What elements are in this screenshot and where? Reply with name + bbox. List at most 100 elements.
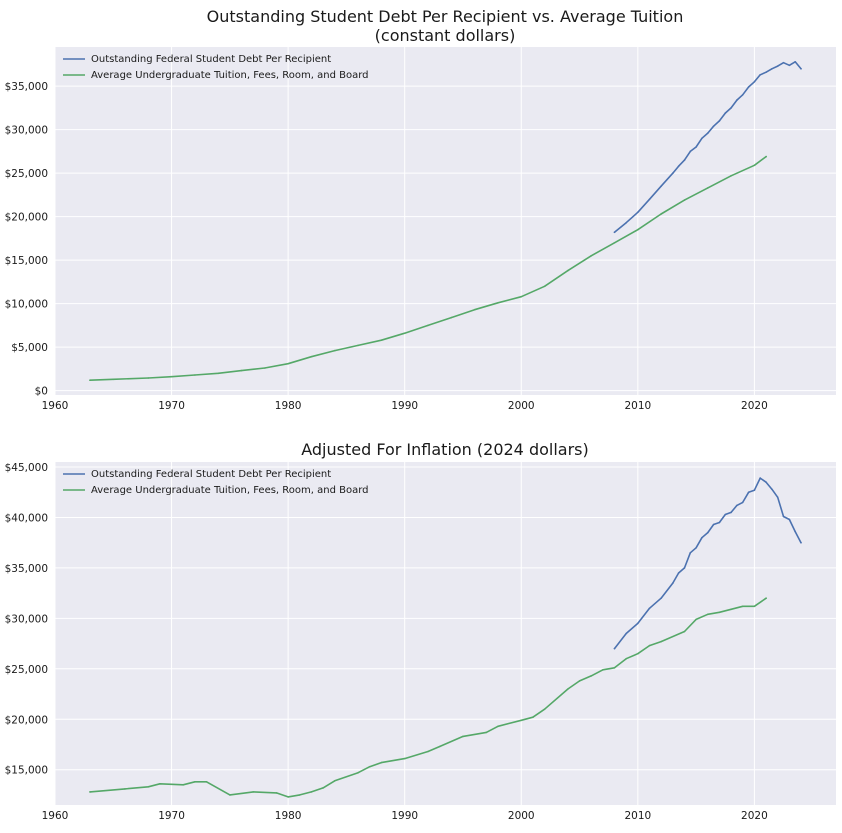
chart1-series-2-point-16 xyxy=(473,308,476,311)
chart2-series-2-point-40 xyxy=(730,608,732,611)
chart1-series-2-point-25 xyxy=(683,199,686,201)
chart1-series-2-point-7 xyxy=(264,367,266,369)
chart1-series-1-point-21 xyxy=(765,71,767,73)
chart1-series-2-point-14 xyxy=(427,324,429,327)
chart1-series-1-point-3 xyxy=(648,198,651,201)
chart2-series-2-point-36 xyxy=(683,630,686,633)
chart1-series-1-point-24 xyxy=(782,61,785,64)
chart2-series-1-point-26 xyxy=(794,530,796,533)
chart1-series-1-point-14 xyxy=(724,112,727,114)
chart1-series-2-point-19 xyxy=(543,285,546,288)
chart2-series-2-point-12 xyxy=(310,791,313,793)
chart2-series-2-point-22 xyxy=(485,731,488,734)
chart2-series-2-point-3 xyxy=(159,783,161,785)
chart1-series-1-point-0 xyxy=(613,231,616,234)
chart1-series-1-point-6 xyxy=(677,165,680,167)
chart2-series-2-point-30 xyxy=(602,669,604,671)
chart2-series-2-point-19 xyxy=(427,750,429,753)
chart1-series-2-point-12 xyxy=(380,339,383,342)
chart1-series-1-point-25 xyxy=(788,64,791,67)
chart2-y-tick-label-3: $30,000 xyxy=(5,613,48,625)
chart1-series-2-point-3 xyxy=(170,375,173,378)
chart2-series-1-point-22 xyxy=(771,488,773,490)
chart2-series-2-point-1 xyxy=(124,788,126,790)
chart1-series-1-point-8 xyxy=(689,150,692,153)
chart1-legend-label-1: Outstanding Federal Student Debt Per Rec… xyxy=(91,54,331,65)
chart2-series-2-point-11 xyxy=(299,794,301,796)
chart1-series-1-point-11 xyxy=(707,132,709,134)
chart2-series-2-point-31 xyxy=(613,667,616,669)
chart1-series-2-point-1 xyxy=(112,378,115,381)
chart2-series-1-point-0 xyxy=(613,647,616,650)
chart1-y-tick-label-1: $5,000 xyxy=(11,342,48,354)
chart2-series-2-point-8 xyxy=(252,791,254,793)
chart1-series-2-point-11 xyxy=(357,344,359,347)
chart2-series-2-point-24 xyxy=(520,719,523,722)
chart2-x-tick-label-0: 1960 xyxy=(42,810,69,822)
chart1-title: Outstanding Student Debt Per Recipient v… xyxy=(207,7,684,26)
chart2-series-2-point-27 xyxy=(567,688,569,690)
chart2-series-1-point-13 xyxy=(718,521,721,524)
chart1-series-1-point-10 xyxy=(701,137,703,140)
chart1-x-tick-label-2: 1980 xyxy=(275,400,302,410)
chart-bottom-svg: 1960 1970 1980 1990 2000 2010 2020 $15,000 $20,0… xyxy=(5,440,836,822)
chart2-series-2-point-26 xyxy=(543,708,546,710)
chart1-series-1-point-5 xyxy=(672,172,674,174)
chart2-series-1-point-12 xyxy=(712,523,715,526)
chart2-series-1-point-16 xyxy=(736,504,738,507)
chart1-series-2-point-8 xyxy=(287,362,289,365)
chart1-y-tick-label-2: $10,000 xyxy=(5,299,48,311)
chart2-series-1-point-4 xyxy=(660,597,662,599)
chart1-x-tick-label-1: 1970 xyxy=(158,400,185,410)
chart2-series-1-point-2 xyxy=(637,622,639,625)
chart1-x-tick-label-6: 2020 xyxy=(741,400,768,410)
chart2-series-2-point-4 xyxy=(182,784,184,786)
chart2-series-1-point-14 xyxy=(724,513,727,516)
chart1-series-2-point-23 xyxy=(637,228,639,231)
chart1-series-1-point-23 xyxy=(776,65,779,67)
chart2-series-1-point-20 xyxy=(759,477,761,479)
chart2-series-1-point-9 xyxy=(695,547,697,549)
chart1-subtitle: (constant dollars) xyxy=(375,26,516,45)
chart2-series-2-point-37 xyxy=(695,618,697,621)
chart1-y-tick-label-7: $35,000 xyxy=(5,81,48,93)
chart2-series-1-point-3 xyxy=(648,607,651,610)
chart2-series-2-point-43 xyxy=(765,597,767,599)
chart2-series-2-point-25 xyxy=(532,716,534,718)
chart2-x-tick-label-1: 1970 xyxy=(158,810,185,822)
chart2-series-2-point-18 xyxy=(403,757,406,760)
chart2-series-2-point-17 xyxy=(380,761,383,764)
chart1-series-2-point-26 xyxy=(707,187,709,189)
chart2-title: Adjusted For Inflation (2024 dollars) xyxy=(301,440,589,459)
chart2-series-2-point-41 xyxy=(741,605,744,608)
chart1-y-tick-label-3: $15,000 xyxy=(5,255,48,267)
chart2-series-2-point-7 xyxy=(229,794,231,796)
chart2-series-1-point-5 xyxy=(672,582,674,584)
chart1-series-1-point-16 xyxy=(736,99,738,101)
chart1-series-1-point-15 xyxy=(730,107,732,109)
chart2-y-tick-label-5: $40,000 xyxy=(5,512,48,524)
chart1-series-1-line xyxy=(613,60,802,234)
chart2-series-1-point-6 xyxy=(677,572,680,574)
chart1-series-1-point-13 xyxy=(718,120,721,122)
chart1-series-2-point-17 xyxy=(497,302,499,304)
chart1-series-1-point-7 xyxy=(683,159,686,161)
chart2-series-2-point-34 xyxy=(648,644,651,647)
chart2-series-2-point-5 xyxy=(194,781,196,783)
chart1-series-2-point-13 xyxy=(403,332,406,335)
chart-bottom: 1960 1970 1980 1990 2000 2010 2020 $15,000 $20,0… xyxy=(0,425,842,833)
chart2-series-2-point-0 xyxy=(89,791,91,793)
chart1-series-1-point-2 xyxy=(637,211,639,214)
chart1-series-2-point-0 xyxy=(89,379,91,382)
chart1-x-tick-label-0: 1960 xyxy=(42,400,69,410)
chart2-series-2-point-32 xyxy=(625,657,627,660)
chart2-series-2-point-6 xyxy=(205,781,208,783)
chart2-series-2-point-14 xyxy=(334,780,336,782)
chart1-series-2-point-22 xyxy=(613,242,616,244)
chart2-series-2-point-23 xyxy=(497,725,499,728)
chart1-legend-label-2: Average Undergraduate Tuition, Fees, Roo… xyxy=(91,70,369,81)
chart1-x-tick-label-5: 2010 xyxy=(624,400,651,410)
chart1-series-2-point-21 xyxy=(590,255,592,257)
chart2-series-1-point-21 xyxy=(765,481,767,483)
